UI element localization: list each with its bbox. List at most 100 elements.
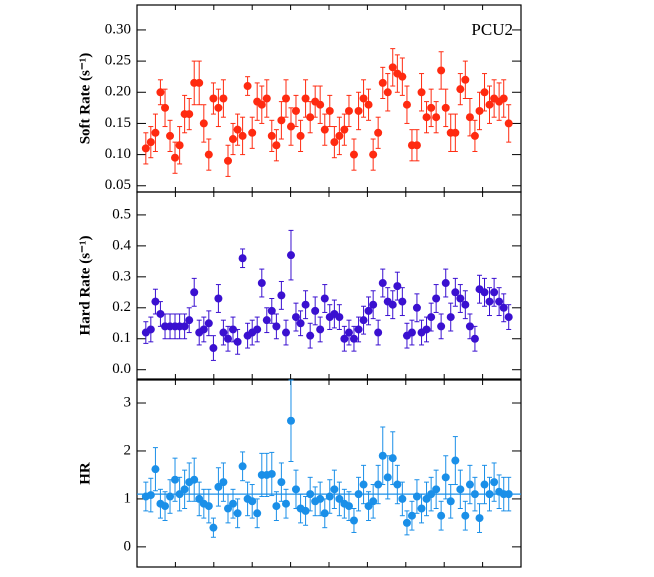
point (272, 322, 281, 331)
point (151, 297, 160, 306)
point (306, 331, 315, 340)
point (171, 475, 180, 484)
point (432, 485, 441, 494)
point (378, 451, 387, 460)
y-axis-label: Soft Rate (s⁻¹) (77, 53, 93, 145)
point (495, 297, 504, 306)
point (248, 128, 257, 137)
point (316, 325, 325, 334)
point (461, 75, 470, 84)
point (238, 131, 247, 140)
point (504, 313, 513, 322)
point (398, 494, 407, 503)
y-tick-label: 0.15 (105, 115, 131, 131)
point (277, 478, 286, 487)
y-tick-label: 0.20 (105, 84, 131, 100)
point (490, 288, 499, 297)
point (262, 94, 271, 103)
y-tick-label: 0.25 (105, 53, 131, 69)
point (161, 502, 170, 511)
point (291, 106, 300, 115)
point (374, 480, 383, 489)
point (296, 131, 305, 140)
point (156, 88, 165, 97)
point (359, 316, 368, 325)
point (277, 116, 286, 125)
y-axis-label: HR (77, 462, 93, 485)
point (311, 306, 320, 315)
point (316, 494, 325, 503)
point (229, 135, 237, 144)
point (432, 294, 441, 303)
point (267, 131, 276, 140)
point (204, 319, 213, 328)
point (257, 279, 266, 288)
point (485, 297, 494, 306)
point (277, 291, 286, 300)
point (388, 300, 397, 309)
point (316, 100, 325, 109)
point (480, 480, 489, 489)
point (233, 125, 242, 134)
point (446, 497, 455, 506)
point (398, 72, 407, 81)
point (335, 313, 344, 322)
point (180, 485, 189, 494)
point (499, 303, 508, 312)
point (349, 516, 358, 525)
point (504, 490, 513, 499)
point (451, 288, 460, 297)
point (344, 328, 353, 337)
point (238, 462, 247, 471)
point (378, 279, 387, 288)
point (402, 100, 411, 109)
point (344, 502, 353, 511)
point (369, 497, 378, 506)
point (325, 106, 334, 115)
point (286, 416, 295, 425)
point (185, 110, 194, 119)
point (204, 150, 213, 159)
point (364, 306, 373, 315)
point (190, 288, 199, 297)
point (354, 490, 363, 499)
point (480, 288, 489, 297)
point (219, 94, 228, 103)
point (475, 106, 484, 115)
point (465, 113, 474, 122)
point (233, 337, 242, 346)
point (437, 66, 446, 75)
point (146, 138, 155, 147)
point (166, 492, 175, 501)
point (402, 518, 411, 527)
point (248, 497, 257, 506)
point (175, 490, 184, 499)
point (485, 490, 494, 499)
point (185, 316, 194, 325)
point (190, 475, 199, 484)
point (291, 485, 300, 494)
point (286, 251, 295, 260)
point (330, 485, 339, 494)
y-tick-label: 0.2 (112, 299, 131, 315)
point (272, 141, 281, 150)
point (470, 334, 479, 343)
point (461, 300, 470, 309)
point (349, 150, 358, 159)
point (374, 128, 383, 137)
point (441, 473, 450, 482)
y-tick-label: 0.10 (105, 146, 131, 162)
point (156, 309, 165, 318)
point (301, 506, 310, 515)
point (383, 88, 392, 97)
point (180, 322, 189, 331)
point (243, 82, 252, 91)
point (432, 113, 441, 122)
point (456, 294, 465, 303)
point (224, 504, 233, 513)
point (281, 328, 290, 337)
point (204, 502, 213, 511)
point (214, 482, 223, 491)
y-tick-label: 0.3 (112, 268, 131, 284)
